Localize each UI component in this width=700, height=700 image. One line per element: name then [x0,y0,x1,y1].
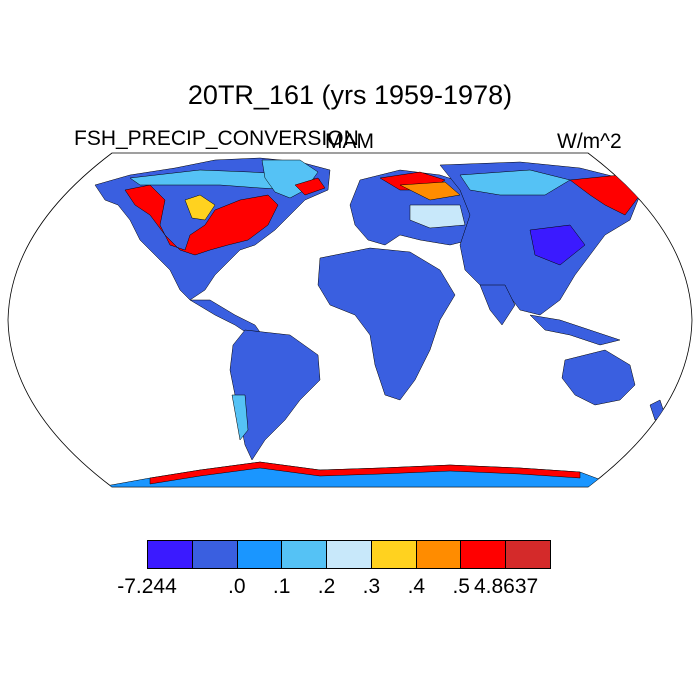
colorbar-swatch [461,541,507,568]
colorbar-swatch [506,541,551,568]
colorbar-tick-label: .0 [228,575,246,598]
colorbar-swatch [371,541,417,568]
colorbar-swatch [192,541,238,568]
greenland-red [294,177,326,196]
colorbar-swatch [327,541,372,568]
season-label: MAM [325,130,374,153]
variable-label: FSH_PRECIP_CONVERSION [74,127,359,150]
colorbar [147,540,551,569]
map-title: 20TR_161 (yrs 1959-1978) [187,80,513,110]
colorbar-tick-label: .3 [362,575,381,598]
south-america [229,329,321,461]
india [479,284,516,326]
asia-deep [529,224,586,266]
colorbar-tick-label: .1 [272,575,291,598]
europe-orange [399,181,461,201]
colorbar-tick-label: .4 [407,575,426,598]
sa-light [231,394,249,441]
colorbar-tick-label: .5 [452,575,470,598]
se-asia [529,314,621,346]
colorbar-swatch [416,541,462,568]
na-red-band [124,184,279,256]
australia [561,349,636,406]
europe-pale [409,204,466,229]
antarctica-red-edge [149,461,581,485]
colorbar-swatch [148,541,193,568]
na-yellow [184,194,216,221]
colorbar-tick-label: -7.244 [117,575,177,598]
colorbar-swatch [282,541,328,568]
colorbar-swatch [237,541,283,568]
colorbar-tick-label: .2 [317,575,336,598]
africa [317,247,456,401]
asia-light [459,169,571,196]
units-label: W/m^2 [557,130,622,153]
colorbar-tick-label: 4.8637 [473,575,539,598]
